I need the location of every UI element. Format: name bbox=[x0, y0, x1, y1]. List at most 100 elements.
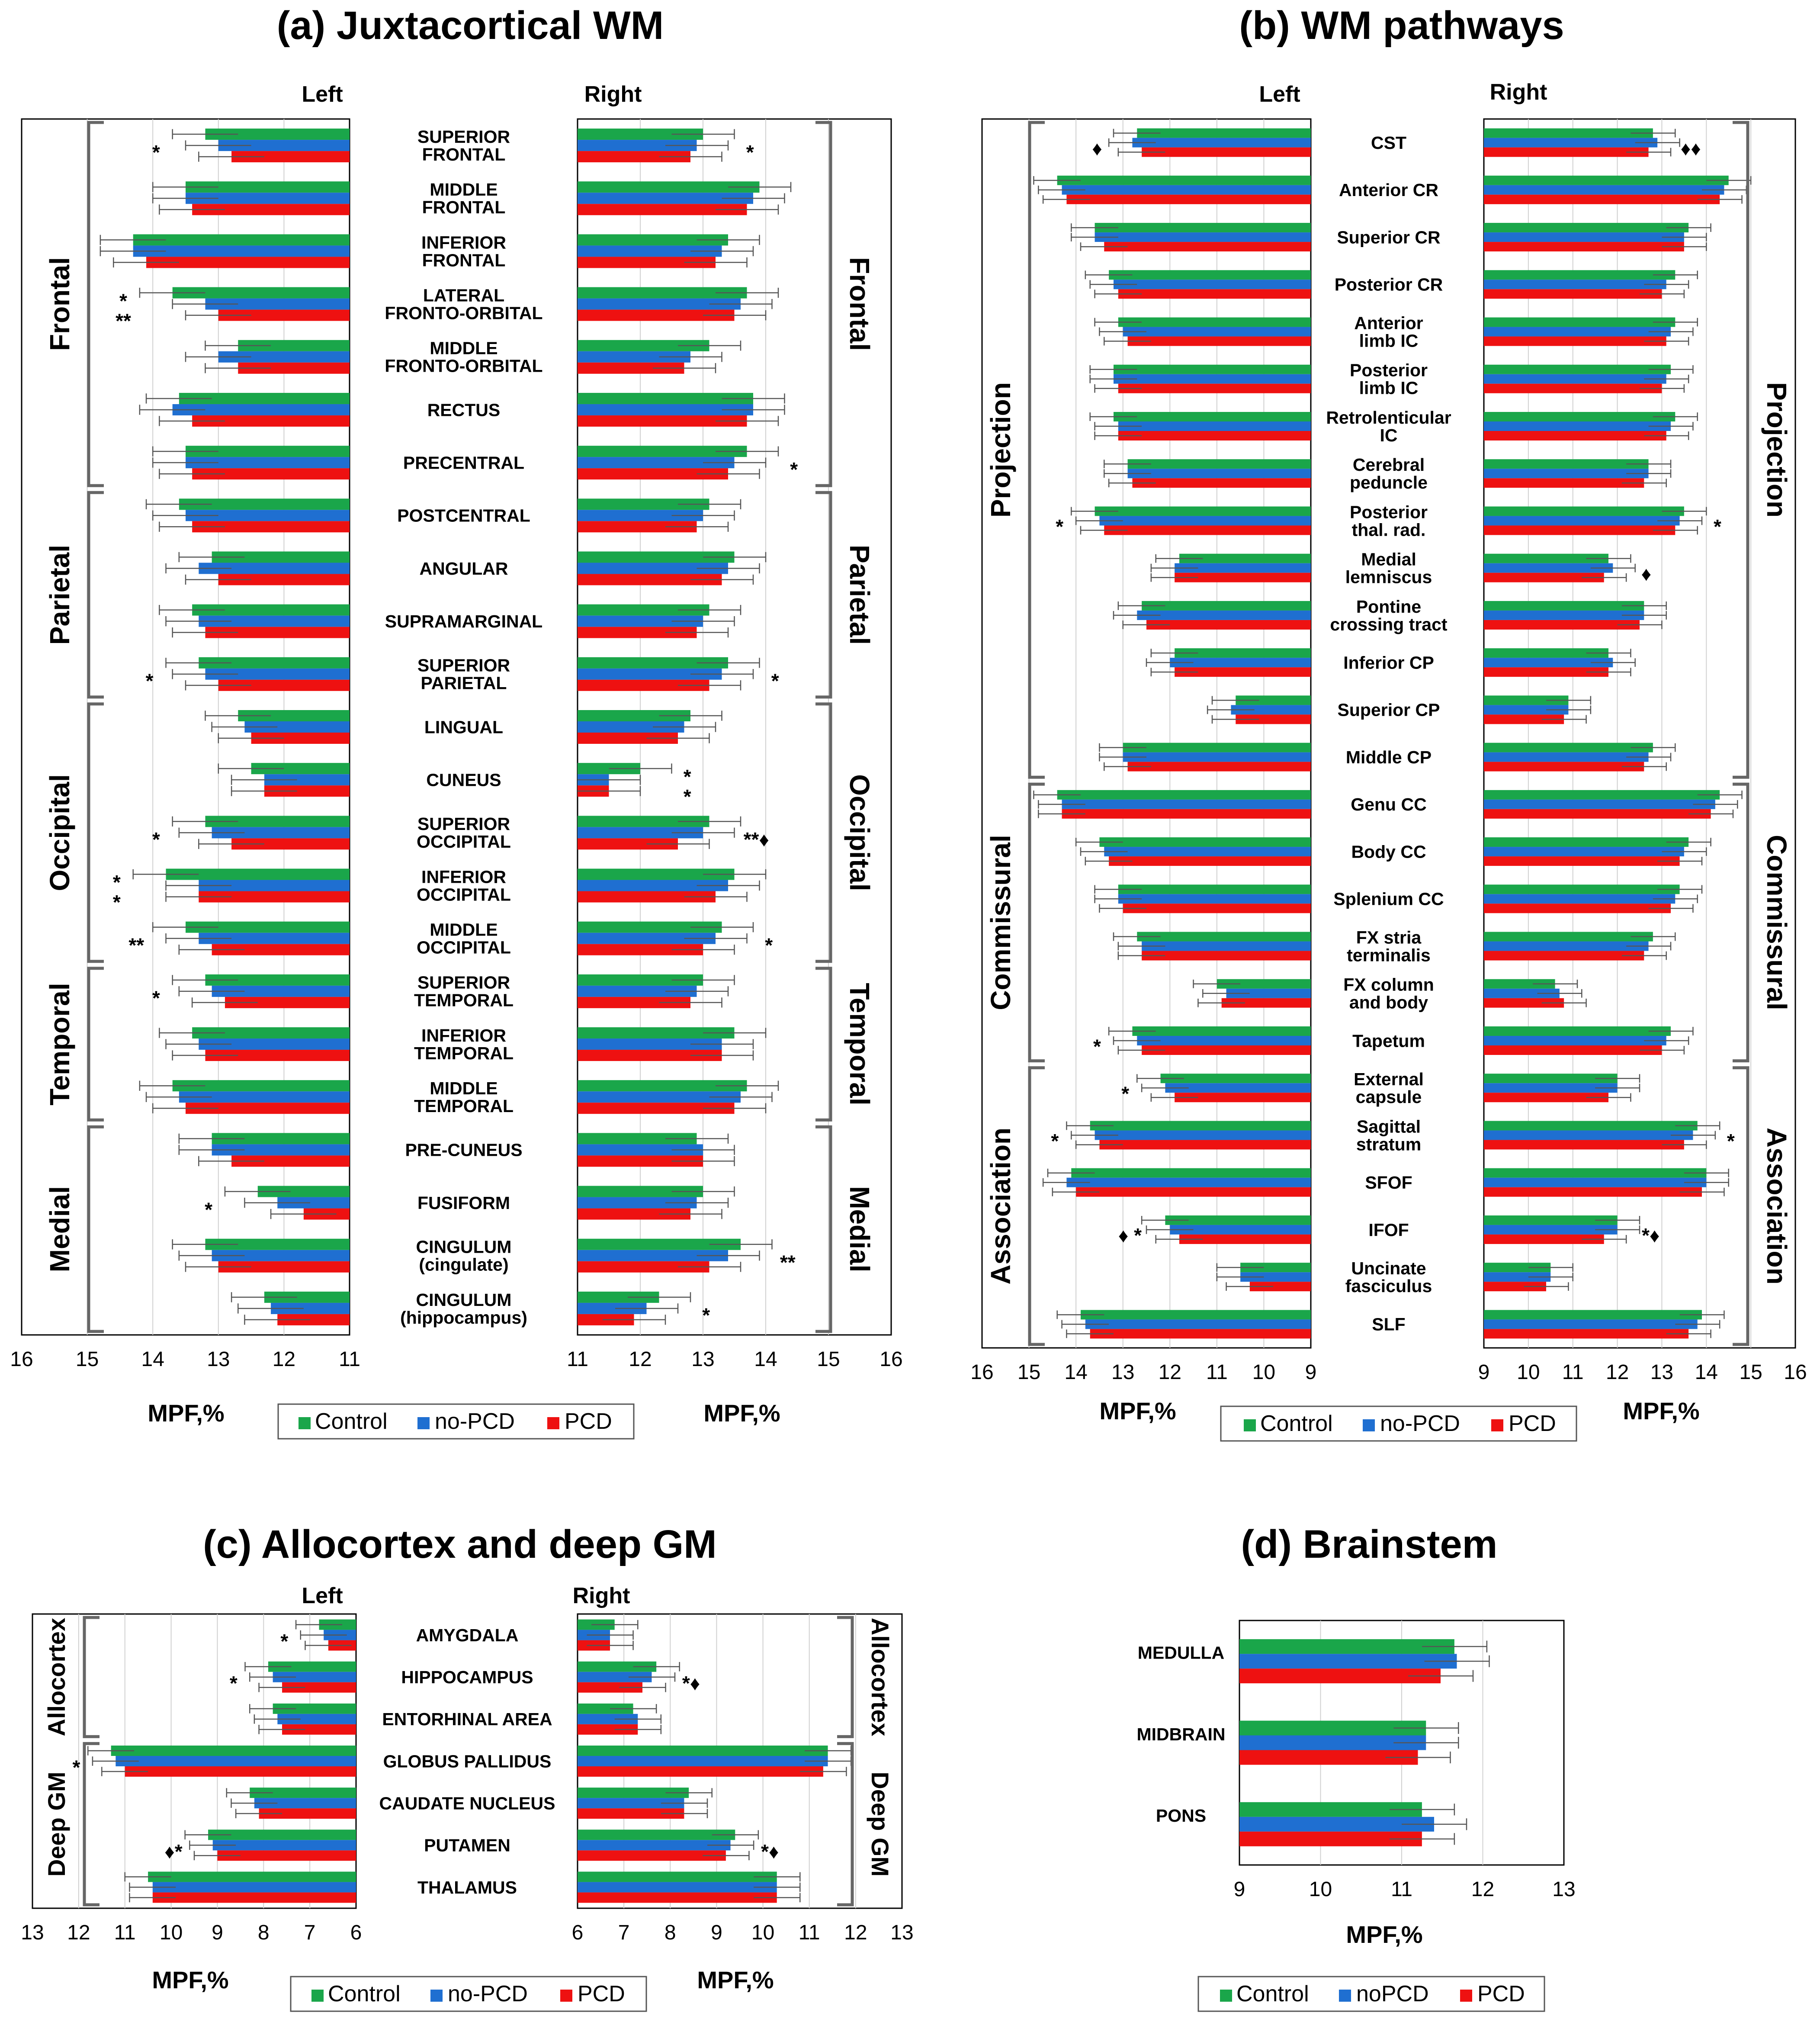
tick-label: 15 bbox=[1739, 1361, 1762, 1384]
significance-marker: * bbox=[280, 1630, 288, 1653]
right-header-c: Right bbox=[573, 1583, 630, 1608]
bar-left bbox=[152, 1882, 356, 1893]
tick-label: 16 bbox=[10, 1348, 33, 1371]
tick-label: 9 bbox=[1305, 1361, 1317, 1384]
legend-label-control: Control bbox=[328, 1981, 401, 2006]
bar-right bbox=[1484, 1026, 1671, 1036]
bar-left bbox=[1137, 128, 1311, 138]
group-label: Frontal bbox=[44, 257, 75, 351]
region-label: Superior CR bbox=[1337, 227, 1440, 247]
bar-right bbox=[1484, 553, 1608, 563]
title-a: (a) Juxtacortical WM bbox=[277, 3, 664, 48]
bar-right bbox=[1484, 809, 1711, 819]
tick-label: 12 bbox=[273, 1348, 295, 1371]
region-label: SUPERIOR bbox=[417, 814, 510, 834]
legend-label-pcd: PCD bbox=[565, 1409, 612, 1434]
significance-marker: * bbox=[152, 828, 160, 851]
tick-label: 15 bbox=[76, 1348, 99, 1371]
region-label: PRE-CUNEUS bbox=[405, 1140, 522, 1160]
bar-right bbox=[1484, 1319, 1698, 1329]
bar-right bbox=[1484, 610, 1644, 620]
region-label: Cerebral bbox=[1353, 455, 1425, 475]
region-label: SLF bbox=[1372, 1315, 1405, 1334]
right-header-b: Right bbox=[1490, 80, 1547, 105]
bar-left bbox=[1062, 809, 1311, 819]
region-label: Body CC bbox=[1351, 842, 1426, 862]
bar-right bbox=[1484, 648, 1608, 658]
region-label: FRONTO-ORBITAL bbox=[385, 356, 542, 376]
tick-label: 15 bbox=[817, 1348, 840, 1371]
region-label: thal. rad. bbox=[1352, 520, 1426, 540]
bar-right bbox=[1484, 998, 1564, 1008]
tick-label: 12 bbox=[629, 1348, 652, 1371]
region-label: Genu CC bbox=[1351, 794, 1426, 814]
bar-left bbox=[1132, 138, 1311, 148]
legend-label-control: Control bbox=[315, 1409, 388, 1434]
region-label: PRECENTRAL bbox=[403, 453, 524, 473]
group-bracket bbox=[83, 1616, 100, 1738]
bar-right bbox=[1484, 1074, 1618, 1084]
region-label: CINGULUM bbox=[416, 1290, 512, 1310]
bar-left bbox=[1118, 884, 1311, 894]
bar-left bbox=[1118, 421, 1311, 431]
bar-left bbox=[1175, 572, 1311, 582]
bar-left bbox=[1057, 175, 1311, 185]
legend-label-pcd: PCD bbox=[1477, 1981, 1525, 2006]
legend-label-nopcd: noPCD bbox=[1356, 1981, 1429, 2006]
bar-right bbox=[1484, 289, 1662, 299]
group-bracket bbox=[83, 1742, 100, 1907]
region-label: capsule bbox=[1356, 1087, 1422, 1107]
significance-marker: * bbox=[684, 785, 691, 808]
legend-d: Control noPCD PCD bbox=[1197, 1976, 1545, 2012]
bar-right bbox=[1484, 903, 1671, 913]
tick-label: 16 bbox=[1784, 1361, 1807, 1384]
bar-right bbox=[1484, 364, 1671, 374]
bar-left bbox=[1137, 610, 1311, 620]
bar-right bbox=[1484, 856, 1680, 866]
group-bracket bbox=[837, 1616, 854, 1738]
significance-marker: * bbox=[765, 934, 773, 956]
tick-label: 14 bbox=[1695, 1361, 1718, 1384]
region-label: Pontine bbox=[1356, 597, 1421, 617]
region-label: SUPRAMARGINAL bbox=[385, 611, 542, 631]
legend-swatch-nopcd bbox=[1339, 1990, 1351, 2002]
group-label: Allocortex bbox=[867, 1618, 894, 1736]
bar-right bbox=[1484, 837, 1689, 847]
bar-left bbox=[1175, 648, 1311, 658]
legend-label-nopcd: no-PCD bbox=[1380, 1411, 1460, 1436]
bar-left bbox=[152, 1892, 356, 1903]
significance-marker: * bbox=[146, 670, 154, 692]
bar-right bbox=[1484, 563, 1613, 573]
bar-right bbox=[578, 1850, 726, 1861]
bar-left bbox=[1066, 194, 1311, 204]
bar-left bbox=[1127, 459, 1311, 469]
bar-right bbox=[1484, 1045, 1662, 1055]
region-label: FX column bbox=[1343, 975, 1434, 995]
significance-marker: ** bbox=[128, 934, 144, 956]
tick-label: 16 bbox=[880, 1348, 902, 1371]
bar-right bbox=[1484, 752, 1649, 762]
significance-marker: ♦ * bbox=[1118, 1224, 1142, 1247]
region-label: PONS bbox=[1156, 1806, 1206, 1826]
bar-left bbox=[1249, 1282, 1311, 1292]
group-bracket bbox=[815, 967, 832, 1122]
region-label: FUSIFORM bbox=[417, 1193, 510, 1213]
region-label: (hippocampus) bbox=[400, 1308, 527, 1328]
bar-left bbox=[1142, 147, 1311, 157]
significance-marker: * bbox=[746, 141, 754, 164]
significance-marker: * bbox=[119, 289, 127, 312]
legend-swatch-control bbox=[1244, 1419, 1256, 1431]
region-label: CINGULUM bbox=[416, 1237, 512, 1257]
bar-left bbox=[1123, 752, 1311, 762]
tick-label: 7 bbox=[618, 1921, 630, 1944]
bar-left bbox=[1118, 894, 1311, 904]
bar-left bbox=[1114, 374, 1311, 384]
bar-right bbox=[1484, 1329, 1689, 1339]
bar-right bbox=[1484, 431, 1666, 440]
region-label: limb IC bbox=[1359, 331, 1419, 350]
region-label: Anterior bbox=[1354, 313, 1423, 333]
significance-marker: * bbox=[113, 871, 121, 894]
bar-right bbox=[1484, 242, 1684, 252]
group-label: Deep GM bbox=[867, 1772, 894, 1877]
